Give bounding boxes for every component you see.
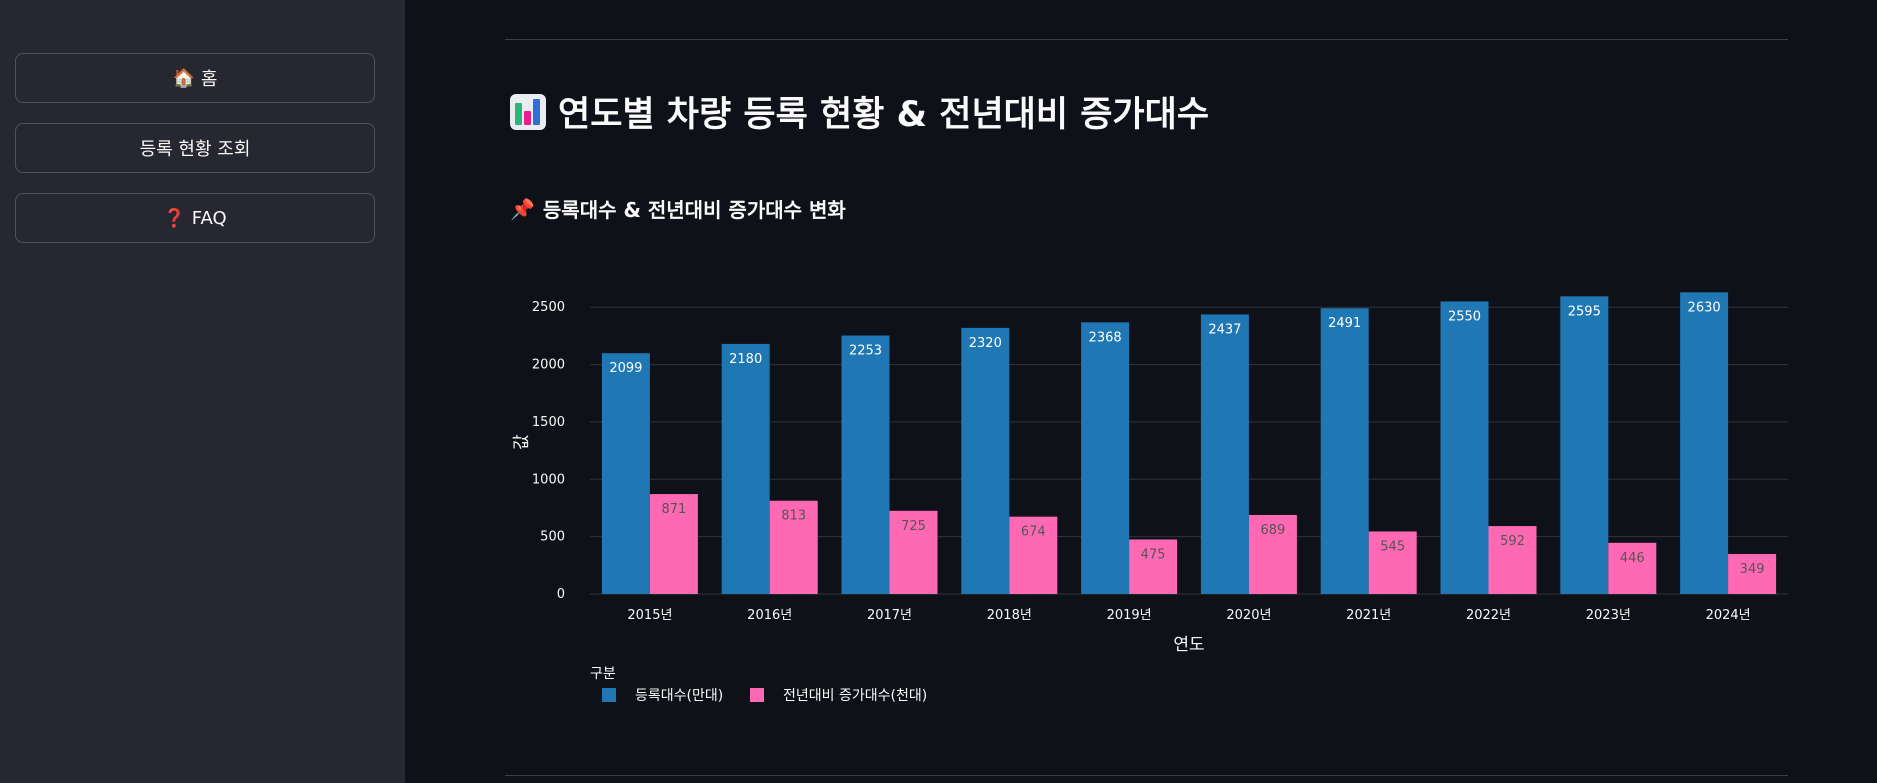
legend-label: 등록대수(만대)	[635, 688, 723, 704]
data-label-increase: 475	[1141, 548, 1166, 563]
data-label-registered: 2630	[1688, 300, 1721, 315]
y-tick-label: 1500	[532, 415, 565, 430]
bar-increase	[649, 494, 698, 594]
data-label-registered: 2320	[969, 336, 1002, 351]
x-tick-label: 2022년	[1466, 608, 1511, 623]
data-label-increase: 592	[1500, 534, 1525, 549]
y-tick-label: 0	[557, 587, 565, 602]
bar-registered	[1200, 314, 1249, 594]
bar-increase	[769, 500, 818, 594]
bar-chart: 0 500 1000 1500 2000 2500 값 2099 871 2015년 2180 813…	[512, 292, 1788, 704]
x-tick-label: 2016년	[747, 608, 792, 623]
question-mark-icon: ❓	[163, 207, 186, 229]
data-label-registered: 2437	[1208, 322, 1241, 337]
bar-registered	[961, 327, 1010, 594]
bar-increase	[889, 510, 938, 594]
data-label-increase: 349	[1740, 562, 1765, 577]
data-label-registered: 2550	[1448, 309, 1481, 324]
legend-swatch	[750, 688, 764, 702]
page-title-text: 연도별 차량 등록 현황 & 전년대비 증가대수	[558, 95, 1210, 135]
section-title: 📌 등록대수 & 전년대비 증가대수 변화	[510, 194, 846, 223]
data-label-increase: 725	[901, 519, 926, 534]
nav-faq-button[interactable]: ❓ FAQ	[15, 193, 375, 243]
data-label-increase: 689	[1260, 523, 1285, 538]
page-title: 연도별 차량 등록 현황 & 전년대비 증가대수	[510, 86, 1209, 137]
y-tick-label: 2000	[532, 358, 565, 373]
bar-registered	[1680, 292, 1729, 594]
x-tick-label: 2024년	[1706, 608, 1751, 623]
data-label-registered: 2491	[1328, 316, 1361, 331]
data-label-registered: 2099	[609, 361, 642, 376]
x-tick-label: 2015년	[627, 608, 672, 623]
nav-faq-label: FAQ	[191, 207, 227, 229]
y-tick-label: 500	[540, 530, 565, 545]
pushpin-icon: 📌	[510, 196, 535, 221]
bar-increase	[1368, 531, 1417, 594]
data-label-increase: 545	[1380, 539, 1405, 554]
data-label-registered: 2253	[849, 344, 882, 359]
bar-increase	[1728, 553, 1777, 594]
nav-registration-status-label: 등록 현황 조회	[139, 139, 251, 160]
bar-registered	[1440, 301, 1489, 594]
bottom-divider	[505, 775, 1788, 776]
bar-increase	[1488, 526, 1537, 594]
bar-registered	[721, 343, 770, 594]
x-tick-label: 2019년	[1107, 608, 1152, 623]
bar-increase	[1608, 542, 1657, 594]
bar-increase	[1248, 514, 1297, 594]
top-divider	[505, 39, 1788, 40]
section-title-text: 등록대수 & 전년대비 증가대수 변화	[542, 198, 846, 222]
x-tick-label: 2021년	[1346, 608, 1391, 623]
data-label-increase: 446	[1620, 551, 1645, 566]
data-label-registered: 2368	[1089, 330, 1122, 345]
bar-registered	[841, 335, 890, 594]
x-tick-label: 2020년	[1226, 608, 1271, 623]
house-icon: 🏠	[172, 67, 195, 89]
x-tick-label: 2017년	[867, 608, 912, 623]
bar-registered	[1320, 308, 1369, 594]
data-label-increase: 674	[1021, 525, 1046, 540]
sidebar: 🏠 홈 등록 현황 조회 ❓ FAQ	[0, 0, 405, 783]
bar-registered	[601, 353, 650, 594]
x-tick-label: 2018년	[987, 608, 1032, 623]
legend-label: 전년대비 증가대수(천대)	[783, 688, 927, 704]
nav-registration-status-button[interactable]: 등록 현황 조회	[15, 123, 375, 173]
x-axis-title: 연도	[1173, 635, 1204, 655]
y-tick-label: 2500	[532, 300, 565, 315]
y-tick-label: 1000	[532, 472, 565, 487]
bar-chart-icon	[510, 93, 546, 130]
data-label-registered: 2595	[1568, 304, 1601, 319]
data-label-increase: 813	[781, 509, 806, 524]
main-content: 연도별 차량 등록 현황 & 전년대비 증가대수 📌 등록대수 & 전년대비 증…	[405, 0, 1877, 783]
bar-registered	[1081, 322, 1130, 594]
nav-home-label: 홈	[200, 69, 218, 90]
bar-registered	[1560, 296, 1609, 594]
data-label-registered: 2180	[729, 352, 762, 367]
bar-increase	[1009, 516, 1058, 594]
nav-home-button[interactable]: 🏠 홈	[15, 53, 375, 103]
legend-title: 구분	[590, 666, 616, 682]
y-axis-title: 값	[512, 434, 532, 450]
legend-swatch	[602, 688, 616, 702]
x-tick-label: 2023년	[1586, 608, 1631, 623]
bar-increase	[1129, 539, 1178, 594]
data-label-increase: 871	[661, 502, 686, 517]
